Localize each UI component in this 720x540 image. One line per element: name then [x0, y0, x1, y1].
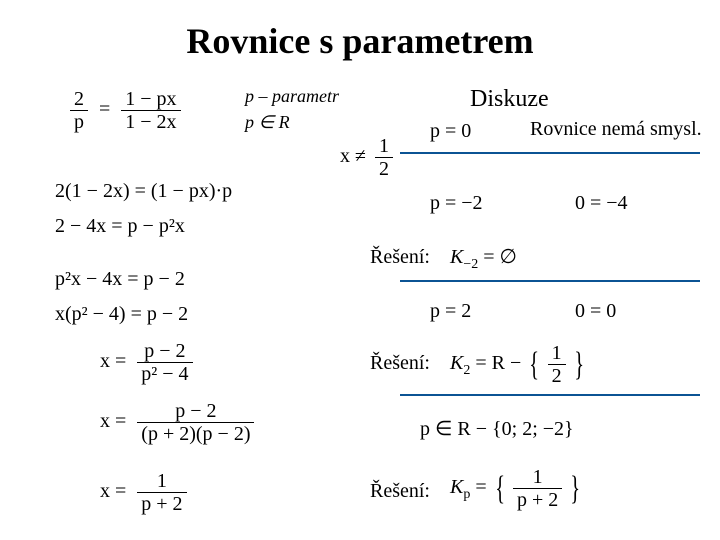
r1-rhs: = ∅	[478, 246, 517, 268]
slide: Rovnice s parametrem p – parametr p ∈ R …	[0, 0, 720, 540]
reseni-3: Kp = { 1 p + 2 }	[450, 466, 584, 511]
discuss-heading: Diskuze	[470, 86, 549, 113]
eq7-num: p − 2	[137, 400, 254, 423]
r1-K: K	[450, 246, 463, 268]
rule-2	[400, 280, 700, 282]
eq7-lhs: x =	[100, 410, 126, 432]
eq-step-4: p²x − 4x = p − 2	[55, 268, 185, 290]
eq-step-8: x = 1 p + 2	[100, 470, 187, 515]
case-p2-res: 0 = 0	[575, 300, 616, 322]
eq-main-lhs-num: 2	[70, 88, 88, 111]
param-note: p – parametr	[245, 86, 339, 107]
r2-num: 1	[548, 342, 566, 365]
rule-1	[400, 152, 700, 154]
r3-K: K	[450, 476, 463, 498]
reseni-label-3: Řešení:	[370, 480, 430, 503]
eq-main-rhs-num: 1 − px	[121, 88, 180, 111]
reseni-2: K2 = R − { 1 2 }	[450, 342, 587, 387]
reseni-1: K−2 = ∅	[450, 246, 517, 272]
x-neq-half: x ≠ 1 2	[340, 135, 393, 180]
eq8-num: 1	[137, 470, 186, 493]
eq6-lhs: x =	[100, 350, 126, 372]
no-meaning-text: Rovnice nemá smysl.	[530, 118, 702, 141]
eq-step-6: x = p − 2 p² − 4	[100, 340, 193, 385]
eq-step-5: x(p² − 4) = p − 2	[55, 303, 188, 325]
slide-title: Rovnice s parametrem	[0, 20, 720, 62]
eq8-lhs: x =	[100, 480, 126, 502]
r3-den: p + 2	[513, 489, 562, 511]
r3-num: 1	[513, 466, 562, 489]
xneq-den: 2	[375, 158, 393, 180]
eq-step-7: x = p − 2 (p + 2)(p − 2)	[100, 400, 254, 445]
eq8-den: p + 2	[137, 493, 186, 515]
case-p0: p = 0	[430, 120, 471, 142]
eq-main-rhs-den: 1 − 2x	[121, 111, 180, 133]
eq6-num: p − 2	[137, 340, 192, 363]
r2-K: K	[450, 352, 463, 374]
r1-sub: −2	[463, 257, 478, 272]
case-pm2: p = −2	[430, 192, 483, 214]
reseni-label-2: Řešení:	[370, 352, 430, 375]
r3-eq: =	[470, 476, 491, 498]
eq-step-2: 2(1 − 2x) = (1 − px)·p	[55, 180, 232, 202]
case-general: p ∈ R − {0; 2; −2}	[420, 418, 574, 440]
xneq-lhs: x ≠	[340, 145, 366, 167]
case-pm2-res: 0 = −4	[575, 192, 628, 214]
param-domain-note: p ∈ R	[245, 112, 290, 133]
rule-3	[400, 394, 700, 396]
eq-main-lhs-den: p	[70, 111, 88, 133]
eq-step-3: 2 − 4x = p − p²x	[55, 215, 185, 237]
eq6-den: p² − 4	[137, 363, 192, 385]
eq7-den: (p + 2)(p − 2)	[137, 423, 254, 445]
xneq-num: 1	[375, 135, 393, 158]
eq-main: 2 p = 1 − px 1 − 2x	[70, 88, 181, 133]
reseni-label-1: Řešení:	[370, 246, 430, 269]
case-p2: p = 2	[430, 300, 471, 322]
r2-eq: = R −	[470, 352, 521, 374]
r2-den: 2	[548, 365, 566, 387]
